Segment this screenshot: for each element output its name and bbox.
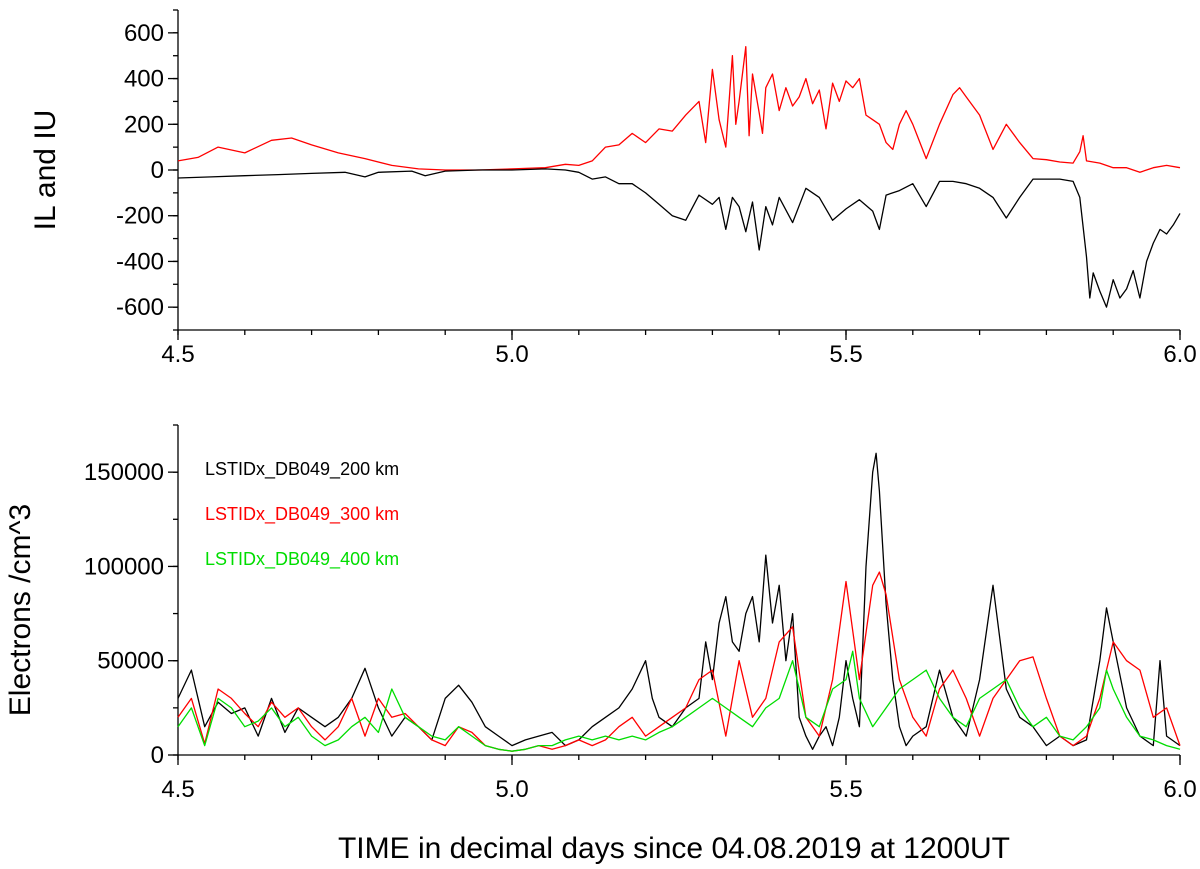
legend-entry-2: LSTIDx_DB049_300 km — [205, 504, 399, 525]
series-line-2 — [177, 168, 1181, 308]
x-tick-label: 5.0 — [495, 341, 528, 368]
x-tick-label: 4.5 — [161, 776, 194, 803]
legend-entry-3: LSTIDx_DB049_400 km — [205, 549, 399, 570]
y-axis-title: Electrons /cm^3 — [4, 504, 37, 716]
y-tick-label: 50000 — [97, 648, 164, 675]
x-tick-label: 4.5 — [161, 341, 194, 368]
series-line-1 — [177, 45, 1181, 173]
y-tick-label: 600 — [124, 20, 164, 47]
y-tick-label: 400 — [124, 66, 164, 93]
y-tick-label: -600 — [116, 294, 164, 321]
y-tick-label: -400 — [116, 248, 164, 275]
y-tick-label: 200 — [124, 111, 164, 138]
y-axis-title: IL and IU — [29, 110, 62, 231]
x-tick-label: 6.0 — [1163, 776, 1196, 803]
x-tick-label: 5.5 — [829, 341, 862, 368]
y-tick-label: 150000 — [84, 459, 164, 486]
y-tick-label: -200 — [116, 203, 164, 230]
chart-panel-1: 600 400 200 0 -200 -400 -600 4.5 5.0 5.5 6.0 IL and… — [29, 9, 1197, 368]
y-tick-label: 0 — [151, 742, 164, 769]
x-tick-label: 5.0 — [495, 776, 528, 803]
x-tick-label: 5.5 — [829, 776, 862, 803]
x-tick-label: 6.0 — [1163, 341, 1196, 368]
series-line-2 — [177, 571, 1181, 752]
chart-panel-2: 150000 100000 50000 0 4.5 5.0 5.5 6.0 Electrons … — [4, 424, 1197, 865]
series-line-1 — [177, 452, 1181, 750]
legend-entry-1: LSTIDx_DB049_200 km — [205, 459, 399, 480]
y-tick-label: 100000 — [84, 553, 164, 580]
y-tick-label: 0 — [151, 157, 164, 184]
series-line-3 — [177, 650, 1181, 752]
x-axis-title: TIME in decimal days since 04.08.2019 at… — [338, 832, 1010, 865]
